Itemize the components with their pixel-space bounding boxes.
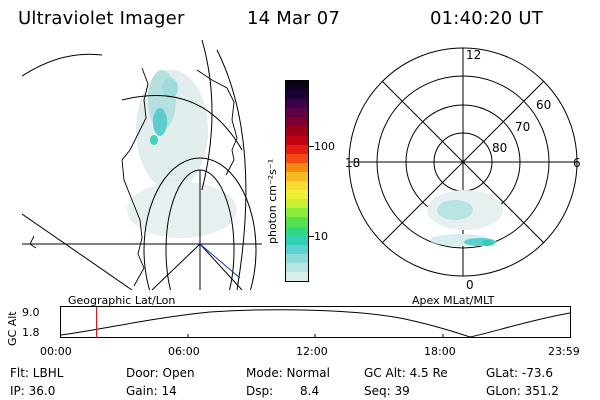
- status-seq: Seq: 39: [364, 384, 410, 398]
- status-mode: Mode: Normal: [246, 366, 330, 380]
- altitude-ylabel: GC Alt: [6, 311, 19, 346]
- emission-haze: [127, 70, 237, 238]
- altitude-plot: [60, 306, 571, 338]
- lat-label-70: 70: [515, 120, 530, 134]
- geographic-map: [22, 40, 262, 290]
- status-door: Door: Open: [126, 366, 195, 380]
- colorbar-swatch: [286, 244, 308, 254]
- colorbar-swatch: [286, 81, 308, 91]
- altitude-curve: [60, 309, 571, 338]
- colorbar-swatch: [286, 235, 308, 245]
- time-tick-1: 06:00: [168, 345, 200, 358]
- colorbar-swatch: [286, 135, 308, 145]
- status-gc-alt: GC Alt: 4.5 Re: [364, 366, 448, 380]
- apex-caption: Apex MLat/MLT: [412, 294, 495, 307]
- time-label: 01:40:20 UT: [430, 8, 543, 29]
- colorbar-swatch: [286, 108, 308, 118]
- time-tick-0: 00:00: [40, 345, 72, 358]
- colorbar-swatch: [286, 144, 308, 154]
- colorbar-swatch: [286, 190, 308, 200]
- geographic-caption: Geographic Lat/Lon: [68, 294, 176, 307]
- time-tick-4: 23:59: [548, 345, 580, 358]
- status-glon: GLon: 351.2: [486, 384, 559, 398]
- colorbar-swatch: [286, 217, 308, 227]
- altitude-ylabel-text: GC Alt: [6, 311, 19, 346]
- colorbar: [285, 80, 309, 282]
- status-dsp-label: Dsp:: [246, 384, 274, 398]
- colorbar-swatch: [286, 181, 308, 191]
- colorbar-swatch: [286, 226, 308, 236]
- colorbar-swatch: [286, 253, 308, 263]
- colorbar-units: photon cm⁻²s⁻¹: [266, 159, 279, 244]
- mlt-label-6: 6: [573, 156, 581, 170]
- colorbar-label-100: 100: [314, 140, 335, 153]
- colorbar-label-10: 10: [314, 230, 328, 243]
- colorbar-swatch: [286, 117, 308, 127]
- altitude-ytick-min: 1.8: [22, 326, 40, 339]
- colorbar-tick-100: [308, 146, 314, 147]
- mlt-label-0: 0: [466, 278, 474, 292]
- lat-label-80: 80: [492, 141, 507, 155]
- status-gain: Gain: 14: [126, 384, 177, 398]
- colorbar-swatch: [286, 171, 308, 182]
- colorbar-tick-10: [308, 236, 314, 237]
- status-flt: Flt: LBHL: [10, 366, 64, 380]
- mlt-label-18: 18: [345, 156, 360, 170]
- colorbar-swatch: [286, 199, 308, 209]
- status-ip: IP: 36.0: [10, 384, 56, 398]
- altitude-ytick-max: 9.0: [22, 306, 40, 319]
- polar-mlt-plot: 12 18 6 0 60 70 80: [345, 47, 581, 292]
- polar-emission: [427, 190, 503, 246]
- colorbar-swatch: [286, 90, 308, 100]
- date-label: 14 Mar 07: [247, 8, 341, 29]
- colorbar-swatch: [286, 126, 308, 136]
- time-tick-3: 18:00: [424, 345, 456, 358]
- colorbar-swatch: [286, 162, 308, 172]
- mlt-label-12: 12: [466, 48, 481, 62]
- colorbar-units-label: photon cm⁻²s⁻¹: [266, 159, 279, 244]
- time-tick-2: 12:00: [296, 345, 328, 358]
- colorbar-swatch: [286, 262, 308, 272]
- status-glat: GLat: -73.6: [486, 366, 553, 380]
- lat-label-60: 60: [536, 98, 551, 112]
- colorbar-swatch: [286, 153, 308, 163]
- colorbar-swatch: [286, 99, 308, 109]
- status-dsp-value: 8.4: [300, 384, 320, 398]
- coastline: [121, 67, 149, 287]
- instrument-title: Ultraviolet Imager: [18, 8, 185, 29]
- colorbar-swatch: [286, 208, 308, 218]
- colorbar-swatch: [286, 271, 308, 282]
